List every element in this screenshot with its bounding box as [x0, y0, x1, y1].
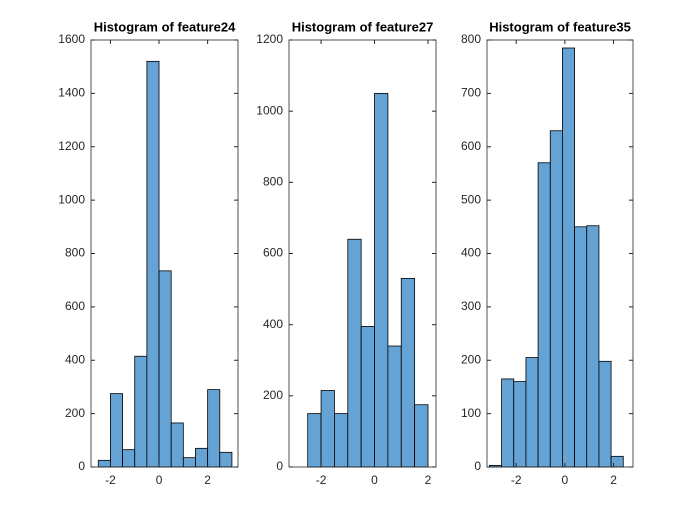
bar — [586, 225, 600, 468]
y-tick-label: 600 — [461, 139, 481, 153]
x-tick-label: 0 — [156, 473, 163, 487]
bar — [182, 457, 196, 468]
bar — [207, 389, 221, 468]
y-tick-label: 1200 — [256, 32, 283, 46]
y-tick-label: 400 — [263, 317, 283, 331]
y-tick-label: 1000 — [256, 103, 283, 117]
bar — [146, 60, 160, 468]
y-tick-label: 0 — [276, 459, 283, 473]
x-tick-label: -2 — [105, 473, 116, 487]
y-tick-label: 200 — [461, 352, 481, 366]
y-tick-label: 300 — [461, 299, 481, 313]
bar — [525, 357, 539, 468]
chart-title: Histogram of feature35 — [489, 19, 631, 34]
bar — [513, 381, 527, 468]
y-tick-label: 700 — [461, 86, 481, 100]
bar — [400, 278, 416, 468]
bar — [360, 326, 375, 468]
y-tick-label: 800 — [263, 175, 283, 189]
bar — [170, 422, 184, 468]
x-tick-label: -2 — [511, 473, 522, 487]
x-tick-label: 0 — [562, 473, 569, 487]
bar — [307, 413, 322, 468]
y-tick-label: 1600 — [58, 32, 85, 46]
y-tick-label: 1000 — [58, 192, 85, 206]
x-tick-label: 0 — [371, 473, 378, 487]
x-tick-label: 2 — [425, 473, 432, 487]
y-tick-label: 1400 — [58, 86, 85, 100]
bar — [347, 238, 362, 468]
y-tick-label: 200 — [65, 406, 85, 420]
bar — [334, 413, 349, 468]
bar — [320, 390, 335, 468]
x-tick-label: 2 — [204, 473, 211, 487]
y-tick-label: 800 — [65, 246, 85, 260]
bar — [158, 270, 172, 468]
y-tick-label: 400 — [65, 352, 85, 366]
y-tick-label: 500 — [461, 192, 481, 206]
y-tick-label: 400 — [461, 246, 481, 260]
y-tick-label: 600 — [263, 246, 283, 260]
bar — [219, 451, 233, 468]
bar — [387, 345, 402, 468]
bar — [610, 455, 624, 468]
bar — [414, 404, 429, 468]
bar — [374, 92, 389, 468]
y-tick-label: 100 — [461, 406, 481, 420]
bar — [122, 449, 136, 468]
bar — [501, 378, 515, 468]
bar — [537, 162, 551, 468]
bar — [97, 459, 111, 468]
bar — [562, 47, 576, 468]
chart-title: Histogram of feature27 — [292, 19, 434, 34]
bar — [195, 447, 209, 468]
y-tick-label: 1200 — [58, 139, 85, 153]
bar — [574, 226, 588, 468]
y-tick-label: 800 — [461, 32, 481, 46]
y-tick-label: 200 — [263, 388, 283, 402]
bar — [110, 393, 123, 468]
bar — [549, 130, 563, 468]
bar — [598, 360, 612, 468]
y-tick-label: 0 — [78, 459, 85, 473]
y-tick-label: 600 — [65, 299, 85, 313]
x-tick-label: -2 — [316, 473, 327, 487]
x-tick-label: 2 — [610, 473, 617, 487]
y-tick-label: 0 — [474, 459, 481, 473]
chart-title: Histogram of feature24 — [94, 19, 236, 34]
bar — [134, 355, 148, 468]
